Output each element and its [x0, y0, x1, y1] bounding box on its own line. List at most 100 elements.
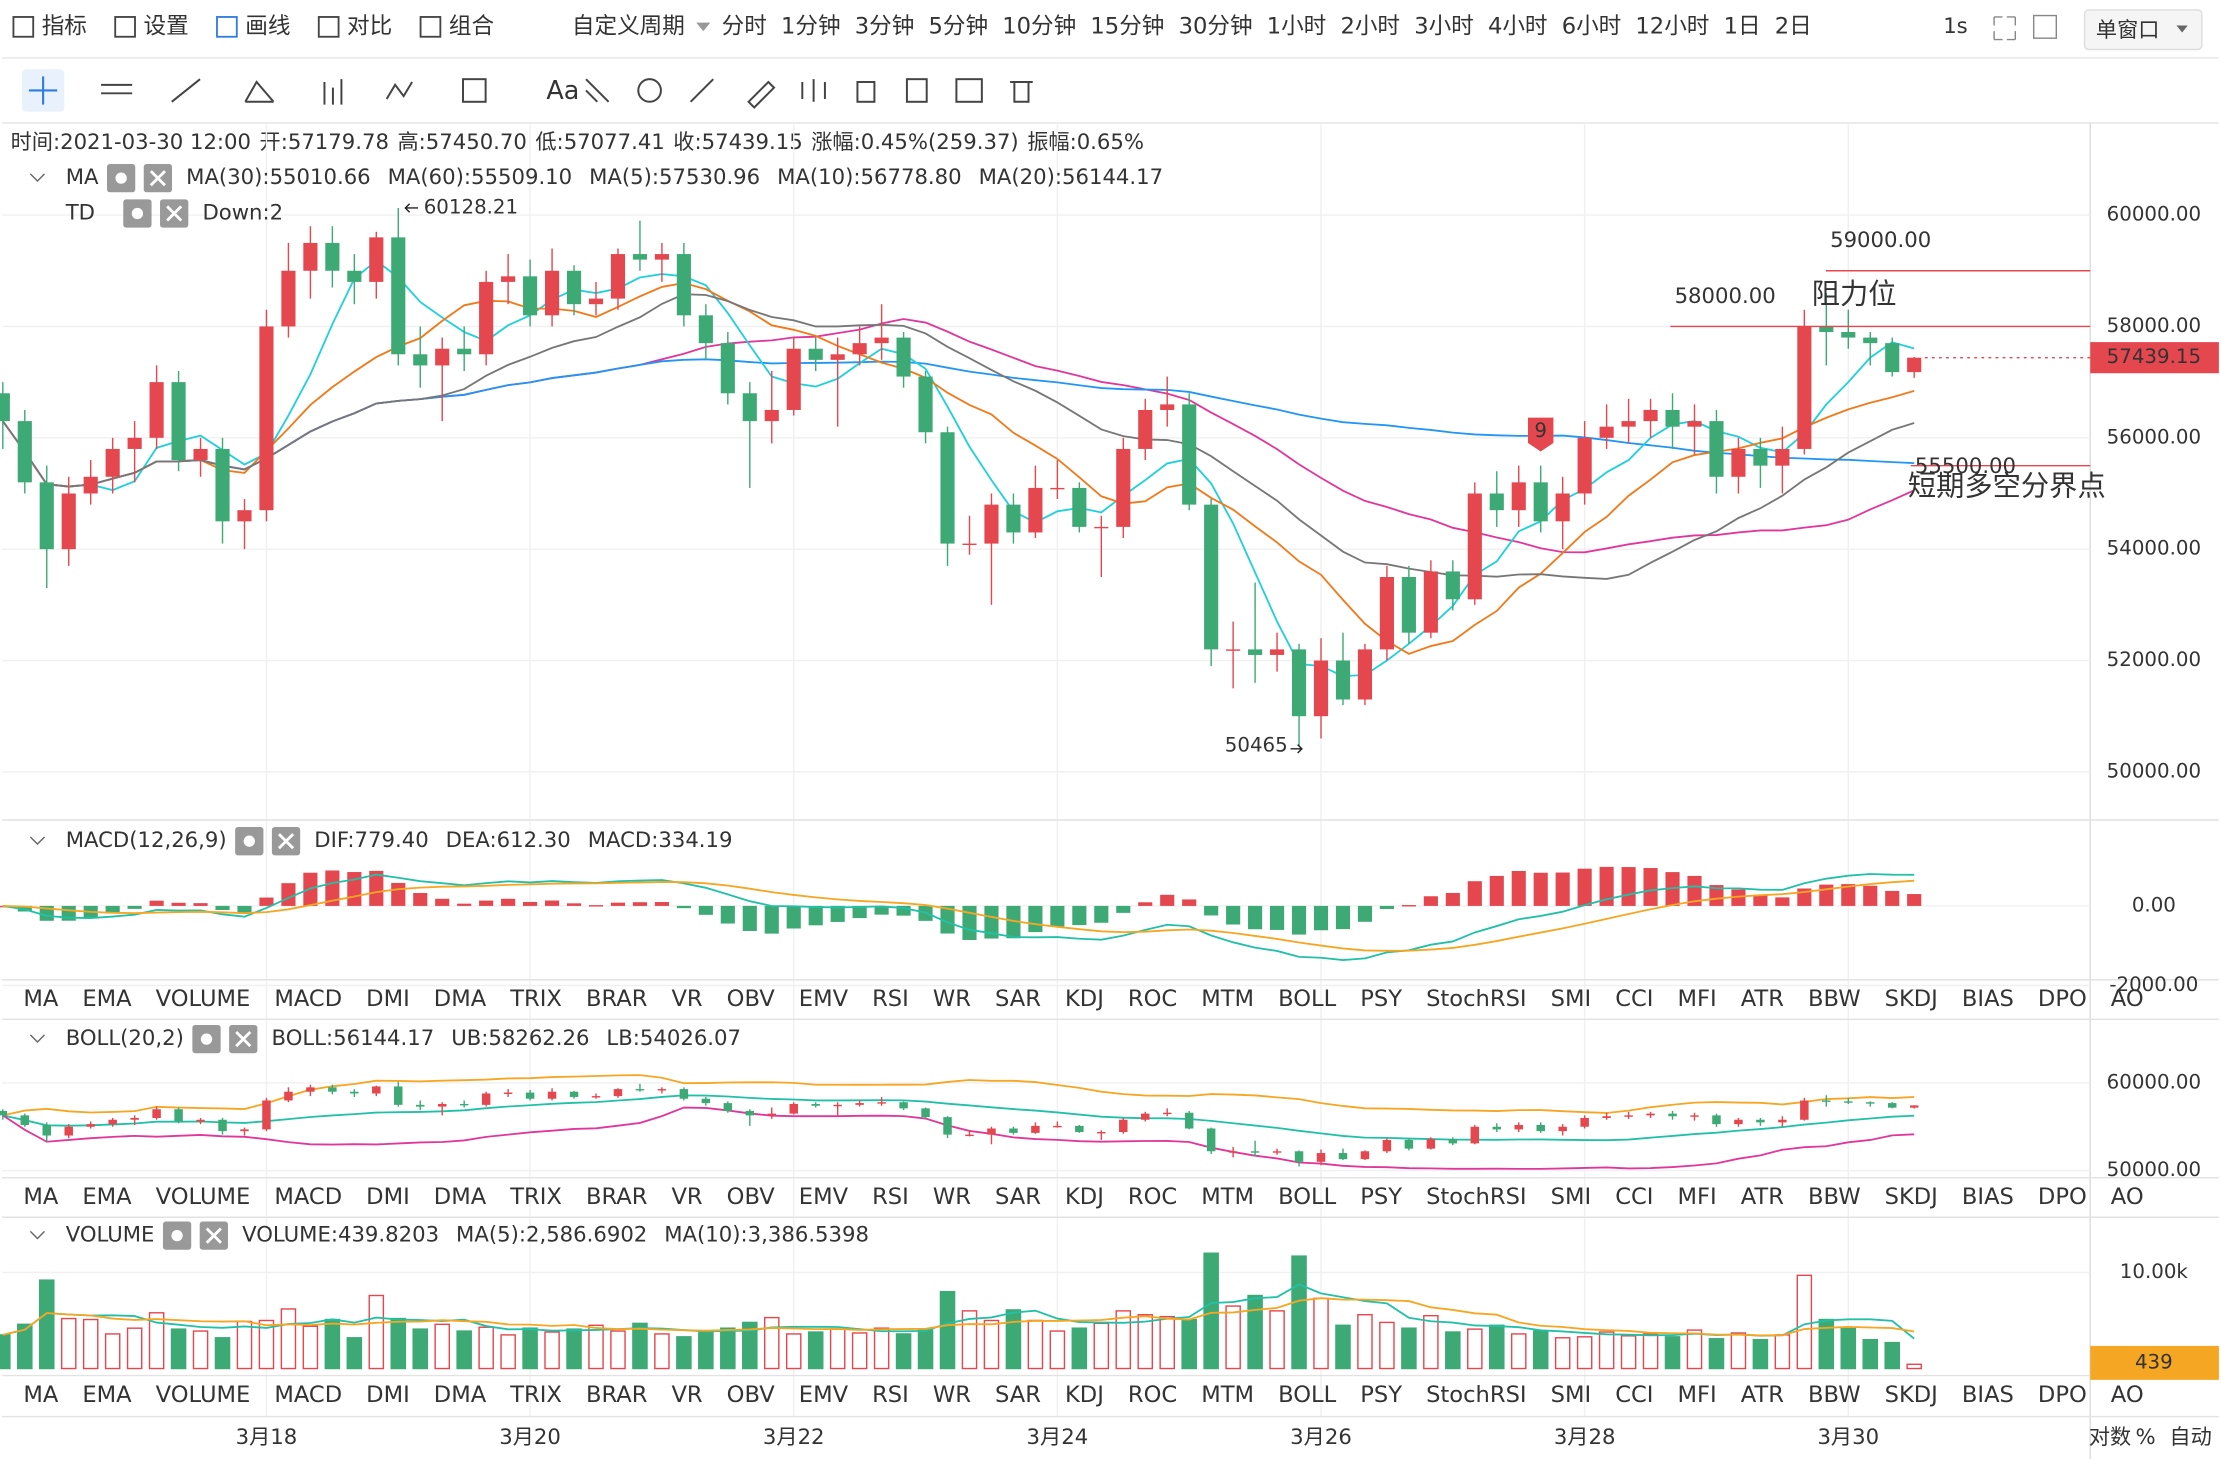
indicator-tab[interactable]: BRAR — [586, 1382, 648, 1408]
indicator-tab[interactable]: OBV — [727, 986, 776, 1012]
period-tab[interactable]: 1分钟 — [781, 13, 841, 39]
window-select[interactable] — [2083, 9, 2203, 51]
indicator-tab[interactable]: AO — [2111, 986, 2144, 1012]
indicator-tab[interactable]: DPO — [2038, 1382, 2087, 1408]
indicator-tab[interactable]: WR — [933, 1184, 971, 1210]
collapse-arrow[interactable] — [29, 1034, 46, 1043]
text-tool[interactable]: Aa — [546, 75, 579, 105]
indicator-tab[interactable]: ATR — [1741, 1184, 1785, 1210]
hline-tool[interactable] — [101, 83, 133, 95]
indicator-tab[interactable]: BBW — [1808, 1382, 1861, 1408]
indicator-tab[interactable]: EMA — [82, 1382, 132, 1408]
indicator-tab[interactable]: TRIX — [509, 1382, 562, 1408]
pen-tool[interactable] — [747, 80, 776, 109]
indicator-tab[interactable]: BOLL — [1278, 986, 1337, 1012]
trendline-tool[interactable] — [171, 78, 201, 103]
tool-icon[interactable] — [317, 16, 340, 38]
settings-tool[interactable] — [955, 78, 983, 103]
period-tab[interactable]: 10分钟 — [1002, 13, 1076, 39]
tool-icon[interactable] — [419, 16, 442, 38]
indicator-tab[interactable]: CCI — [1615, 1382, 1653, 1408]
indicator-tab[interactable]: KDJ — [1065, 986, 1104, 1012]
indicator-tab[interactable]: BIAS — [1962, 986, 2014, 1012]
indicator-tab[interactable]: StochRSI — [1426, 986, 1527, 1012]
indicator-tab[interactable]: TRIX — [509, 1184, 562, 1210]
period-tab[interactable]: 3小时 — [1414, 13, 1474, 39]
collapse-arrow[interactable] — [29, 1230, 46, 1240]
period-tab[interactable]: 3分钟 — [855, 13, 915, 39]
indicator-tab[interactable]: BRAR — [586, 1184, 648, 1210]
indicator-tab[interactable]: MACD — [274, 986, 342, 1012]
indicator-tab[interactable]: DMI — [366, 1184, 410, 1210]
tool-label[interactable]: 画线 — [245, 13, 290, 39]
indicator-tab[interactable]: VOLUME — [156, 1184, 251, 1210]
indicator-tab[interactable]: AO — [2111, 1382, 2144, 1408]
indicator-tab[interactable]: DMI — [366, 986, 410, 1012]
indicator-tab[interactable]: AO — [2111, 1184, 2144, 1210]
indicator-tab[interactable]: KDJ — [1065, 1382, 1104, 1408]
axis-mode[interactable]: 对数 — [2089, 1424, 2131, 1449]
period-tab[interactable]: 分时 — [722, 13, 767, 39]
fullscreen-icon[interactable] — [1993, 16, 2017, 41]
collapse-arrow[interactable] — [29, 836, 46, 846]
period-tab[interactable]: 2小时 — [1340, 13, 1400, 39]
indicator-tab[interactable]: OBV — [727, 1382, 776, 1408]
period-tab[interactable]: 15分钟 — [1090, 13, 1164, 39]
indicator-tab[interactable]: DPO — [2038, 1184, 2087, 1210]
period-tab[interactable]: 12小时 — [1635, 13, 1709, 39]
indicator-tab[interactable]: SKDJ — [1885, 1184, 1938, 1210]
indicator-tab[interactable]: WR — [933, 1382, 971, 1408]
axis-mode[interactable]: % — [2135, 1424, 2155, 1449]
indicator-tab[interactable]: ROC — [1128, 1382, 1177, 1408]
indicator-tab[interactable]: SMI — [1551, 1184, 1592, 1210]
indicator-tab[interactable]: EMV — [799, 1382, 849, 1408]
indicator-tab[interactable]: ATR — [1741, 1382, 1785, 1408]
indicator-tab[interactable]: MTM — [1201, 986, 1254, 1012]
screenshot-icon[interactable] — [2032, 14, 2058, 39]
indicator-tab[interactable]: KDJ — [1065, 1184, 1104, 1210]
indicator-tab[interactable]: MACD — [274, 1184, 342, 1210]
indicator-tab[interactable]: BRAR — [586, 986, 648, 1012]
indicator-tab[interactable]: DPO — [2038, 986, 2087, 1012]
wave-tool[interactable] — [385, 81, 413, 100]
period-tab[interactable]: 自定义周期 — [572, 13, 685, 39]
indicator-tab[interactable]: DMA — [434, 1382, 487, 1408]
axis-mode[interactable]: 自动 — [2169, 1424, 2211, 1449]
indicator-tab[interactable]: SKDJ — [1885, 986, 1938, 1012]
indicator-tab[interactable]: EMA — [82, 1184, 132, 1210]
period-tab[interactable]: 4小时 — [1488, 13, 1548, 39]
window-label[interactable]: 单窗口 — [2096, 17, 2160, 42]
indicator-tab[interactable]: MTM — [1201, 1184, 1254, 1210]
indicator-tab[interactable]: SAR — [995, 1184, 1041, 1210]
indicator-tab[interactable]: VR — [671, 1382, 702, 1408]
period-tab[interactable]: 6小时 — [1562, 13, 1622, 39]
indicator-tab[interactable]: WR — [933, 986, 971, 1012]
pitchfork-tool[interactable] — [323, 79, 343, 105]
speed-label[interactable]: 1s — [1943, 13, 1968, 38]
indicator-tab[interactable]: SKDJ — [1885, 1382, 1938, 1408]
indicator-tab[interactable]: SMI — [1551, 1382, 1592, 1408]
indicator-tab[interactable]: BBW — [1808, 1184, 1861, 1210]
indicator-tab[interactable]: RSI — [872, 1382, 909, 1408]
indicator-tab[interactable]: VR — [671, 986, 702, 1012]
indicator-tab[interactable]: SMI — [1551, 986, 1592, 1012]
indicator-tab[interactable]: MFI — [1678, 1184, 1717, 1210]
tool-icon[interactable] — [114, 16, 136, 38]
indicator-tab[interactable]: MA — [23, 986, 59, 1012]
lock-tool[interactable] — [856, 81, 876, 103]
indicator-tab[interactable]: BOLL — [1278, 1382, 1337, 1408]
indicator-tab[interactable]: BBW — [1808, 986, 1861, 1012]
indicator-tab[interactable]: MA — [23, 1184, 59, 1210]
indicator-tab[interactable]: BIAS — [1962, 1382, 2014, 1408]
tool-icon[interactable] — [12, 16, 35, 38]
period-tab[interactable]: 1小时 — [1267, 13, 1327, 39]
indicator-tab[interactable]: CCI — [1615, 986, 1653, 1012]
indicator-tab[interactable]: SAR — [995, 1382, 1041, 1408]
period-tab[interactable]: 2日 — [1775, 13, 1812, 39]
indicator-tab[interactable]: PSY — [1360, 1382, 1402, 1408]
indicator-tab[interactable]: BIAS — [1962, 1184, 2014, 1210]
hide-tool[interactable] — [905, 78, 928, 103]
collapse-arrow[interactable] — [29, 173, 46, 182]
indicator-tab[interactable]: MTM — [1201, 1382, 1254, 1408]
triangle-tool[interactable] — [244, 80, 275, 103]
